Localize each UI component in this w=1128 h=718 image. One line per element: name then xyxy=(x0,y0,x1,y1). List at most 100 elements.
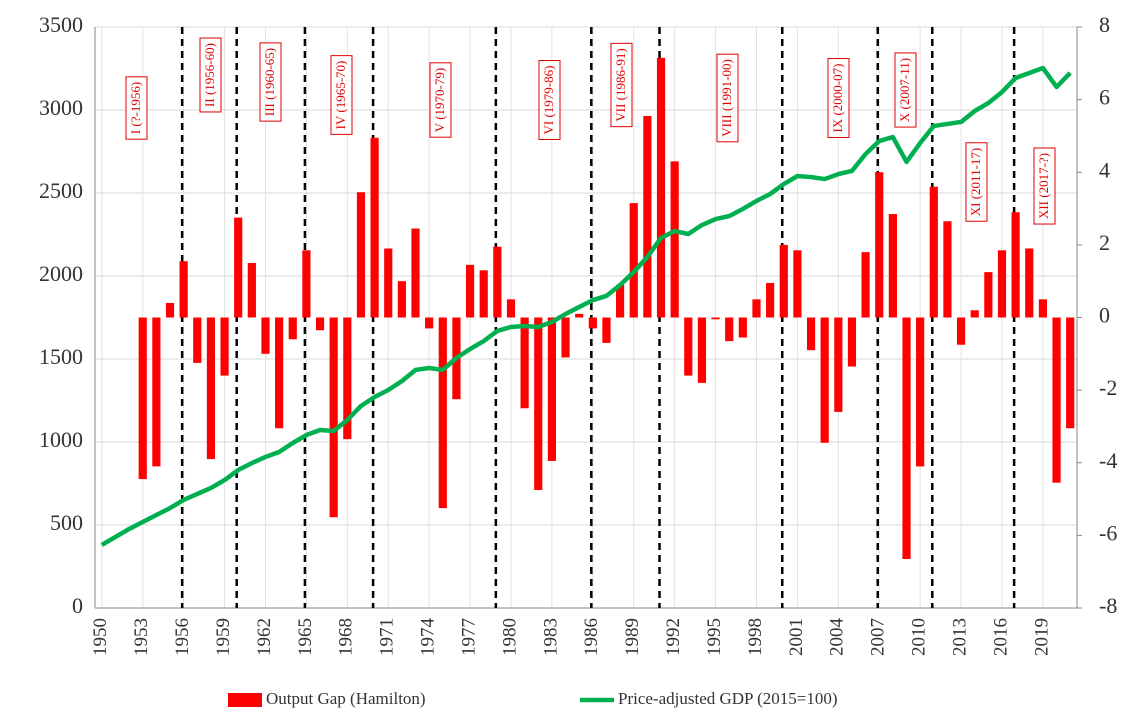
x-tick-label: 1992 xyxy=(663,618,684,656)
cycle-label: IX (2000-07) xyxy=(827,58,850,138)
x-tick-label: 1989 xyxy=(622,618,643,656)
cycle-label-text: VII (1986-91) xyxy=(613,48,628,121)
bar xyxy=(997,250,1007,318)
y2-tick-label: -2 xyxy=(1099,375,1117,400)
cycle-label-text: XII (2017-?) xyxy=(1036,153,1051,219)
cycle-label-box xyxy=(716,53,739,143)
bar xyxy=(179,261,188,318)
x-tick-label: 1986 xyxy=(581,618,602,656)
bar xyxy=(793,250,802,318)
bar xyxy=(506,299,516,318)
bar xyxy=(916,317,925,467)
bar xyxy=(370,137,379,318)
y2-tick-label: 2 xyxy=(1099,230,1110,255)
bar xyxy=(561,317,570,358)
cycle-label-box xyxy=(610,42,633,128)
bar xyxy=(575,313,584,318)
cycle-label-text: V (1970-79) xyxy=(432,68,447,132)
bar xyxy=(861,252,870,318)
bar xyxy=(588,317,597,329)
x-tick-label: 1983 xyxy=(540,618,561,656)
x-tick-label: 1959 xyxy=(213,618,234,656)
cycle-label-box xyxy=(125,76,148,140)
cycle-label-box xyxy=(330,55,353,135)
bar xyxy=(970,310,979,318)
cycle-label-text: IX (2000-07) xyxy=(830,64,845,133)
legend-label: Output Gap (Hamilton) xyxy=(266,689,426,708)
cycle-label: V (1970-79) xyxy=(429,62,452,138)
y2-tick-label: 4 xyxy=(1099,157,1110,182)
bar xyxy=(329,317,338,518)
bar xyxy=(888,214,897,318)
bar xyxy=(1052,317,1061,483)
bar xyxy=(806,317,816,351)
bar xyxy=(356,192,366,318)
bar xyxy=(247,263,256,318)
bar xyxy=(1011,212,1020,318)
x-tick-label: 1950 xyxy=(90,618,111,656)
bar xyxy=(820,317,829,443)
x-tick-label: 1980 xyxy=(499,618,520,656)
bar xyxy=(425,317,434,329)
bar xyxy=(602,317,611,343)
x-tick-label: 2004 xyxy=(827,618,848,657)
bar xyxy=(738,317,747,338)
bar xyxy=(520,317,529,409)
bar xyxy=(411,228,420,318)
y2-tick-label: 0 xyxy=(1099,303,1110,328)
bar xyxy=(629,203,638,318)
bar xyxy=(138,317,147,480)
cycle-label-box xyxy=(827,58,850,138)
bar xyxy=(397,281,406,318)
cycle-label-box xyxy=(1033,147,1056,225)
bar xyxy=(206,317,216,460)
y-tick-label: 2000 xyxy=(39,261,83,286)
bar xyxy=(943,221,952,318)
y-tick-label: 0 xyxy=(72,593,83,618)
bar xyxy=(220,317,229,376)
bar xyxy=(165,302,175,318)
y-tick-label: 1000 xyxy=(39,427,83,452)
cycle-label-text: IV (1965-70) xyxy=(333,61,348,130)
cycle-label-box xyxy=(538,60,561,140)
cycle-label: IV (1965-70) xyxy=(330,55,353,135)
bar xyxy=(315,317,325,331)
bar xyxy=(234,217,243,318)
bar xyxy=(725,317,734,342)
bar xyxy=(493,246,502,318)
y2-tick-label: 8 xyxy=(1099,12,1110,37)
bar xyxy=(288,317,297,340)
x-tick-label: 2016 xyxy=(990,618,1011,656)
legend-swatch xyxy=(228,693,262,707)
bar xyxy=(684,317,693,376)
bar xyxy=(697,317,707,383)
bar xyxy=(929,186,938,318)
bar xyxy=(670,161,679,318)
cycle-label: II (1956-60) xyxy=(199,37,222,113)
legend-label: Price-adjusted GDP (2015=100) xyxy=(618,689,838,708)
cycle-label-box xyxy=(259,42,282,122)
bar xyxy=(152,317,161,467)
cycle-label: I (?-1956) xyxy=(125,76,148,140)
bar xyxy=(343,317,352,440)
cycle-label-box xyxy=(199,37,222,113)
cycle-label-text: II (1956-60) xyxy=(202,43,217,107)
bar xyxy=(1066,317,1075,429)
y-tick-label: 500 xyxy=(50,510,83,535)
bar xyxy=(847,317,857,367)
bar xyxy=(902,317,911,559)
bar xyxy=(875,172,884,318)
y2-tick-label: -4 xyxy=(1099,448,1117,473)
bar xyxy=(984,272,993,318)
cycle-label-text: VI (1979-86) xyxy=(541,66,556,135)
x-tick-label: 2007 xyxy=(868,618,889,656)
bar xyxy=(766,283,775,318)
x-tick-label: 1953 xyxy=(131,618,152,656)
bar xyxy=(261,317,270,354)
x-tick-label: 1962 xyxy=(254,618,275,656)
cycle-label-text: X (2007-11) xyxy=(897,58,912,122)
cycle-label: XI (2011-17) xyxy=(965,142,988,222)
x-tick-label: 1971 xyxy=(377,618,398,656)
cycle-label: VIII (1991-00) xyxy=(716,53,739,143)
